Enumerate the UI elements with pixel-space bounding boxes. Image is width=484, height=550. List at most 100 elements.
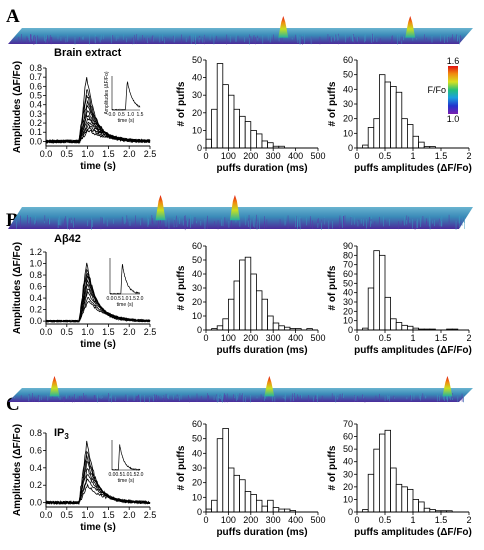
duration-bar [278,325,285,331]
duration-x-tick-label: 400 [288,151,303,161]
amplitude-y-tick-label: 60 [343,432,353,442]
colorbar-gradient [448,66,458,114]
amplitude-y-tick-label: 40 [343,288,353,298]
duration-bar [255,290,263,331]
duration-bar [250,493,257,513]
duration-x-axis-label: puffs duration (ms) [216,527,307,538]
amplitude-x-tick-label: 1.5 [435,151,448,161]
duration-x-tick-label: 200 [243,515,258,525]
amplitude-y-tick-label: 50 [343,278,353,288]
traces-x-tick-label: 1.0 [81,149,94,159]
inset-x-tick-label: 2.0 [137,472,144,478]
amplitude-x-tick-label: 1.5 [435,515,448,525]
surface-band [8,207,473,229]
trace-line [46,301,151,323]
trace-line [45,89,151,144]
amplitude-bar [390,318,397,331]
inset-x-tick-label: 0.0 [109,112,116,118]
colorbar-max-label: 1.6 [447,56,460,66]
duration-bar [227,94,235,149]
puff-surface-plot-C [8,376,473,403]
amplitude-y-tick-label: 30 [343,469,353,479]
amplitude-x-tick-label: 0.5 [379,333,392,343]
amplitude-bar [367,127,375,149]
traces-x-axis-label: time (s) [80,339,116,350]
duration-bar [216,438,224,513]
duration-y-axis-label: # of puffs [176,445,187,490]
duration-bar [227,467,235,513]
traces-y-tick-label: 0.2 [29,480,42,490]
amplitude-bar [412,135,419,149]
traces-x-tick-label: 0.5 [61,510,74,520]
amplitude-x-tick-label: 1.5 [435,333,448,343]
traces-y-tick-label: 0.6 [29,81,42,91]
amplitude-x-tick-label: 1 [410,151,415,161]
amplitude-bar [390,467,397,513]
duration-bar [272,322,280,331]
condition-label: IP3 [54,427,69,441]
amplitude-y-axis-label: # of puffs [327,265,338,310]
amplitude-bar [423,507,431,513]
amplitude-y-tick-label: 70 [343,260,353,270]
amplitude-y-tick-label: 10 [343,494,353,504]
condition-label: Brain extract [54,47,122,59]
duration-y-tick-label: 10 [192,311,202,321]
duration-bar [272,507,280,513]
traces-x-tick-label: 2.0 [123,510,136,520]
trace-line [45,110,151,144]
duration-y-tick-label: 20 [192,478,202,488]
duration-y-tick-label: 50 [192,55,202,65]
inset-x-axis-label: time (s) [118,118,135,124]
duration-bar [244,491,252,513]
amplitude-bar [395,322,403,331]
traces-y-tick-label: 0.4 [29,293,42,303]
traces-y-tick-label: 0.7 [29,72,42,82]
traces-x-tick-label: 0.0 [40,149,53,159]
traces-x-tick-label: 0.0 [40,327,53,337]
duration-y-tick-label: 20 [192,108,202,118]
traces-x-axis-label: time (s) [80,522,116,533]
duration-x-tick-label: 100 [221,333,236,343]
trace-line [45,478,151,505]
inset-x-tick-label: 1.5 [137,112,144,118]
traces-x-tick-label: 0.5 [61,327,74,337]
traces-y-tick-label: 0.8 [29,428,42,438]
amplitude-x-tick-label: 1 [410,333,415,343]
traces-y-tick-label: 0.4 [29,463,42,473]
amplitude-x-tick-label: 0.5 [379,515,392,525]
duration-bar [239,479,246,513]
amplitude-y-tick-label: 50 [343,70,353,80]
traces-x-tick-label: 2.5 [144,327,157,337]
duration-y-tick-label: 40 [192,73,202,83]
amplitude-y-axis-label: # of puffs [327,81,338,126]
duration-x-tick-label: 200 [243,333,258,343]
duration-bar [250,273,257,331]
duration-x-tick-label: 200 [243,151,258,161]
duration-x-tick-label: 300 [266,515,281,525]
trace-line [45,455,151,506]
amplitude-y-tick-label: 0 [348,507,353,517]
traces-y-tick-label: 0.8 [29,63,42,73]
surface-peak [442,376,453,397]
trace-line [45,114,151,144]
duration-x-tick-label: 500 [310,151,325,161]
inset-x-tick-label: 0.5 [118,112,125,118]
amplitude-x-tick-label: 2 [466,151,471,161]
traces-x-tick-label: 2.0 [123,149,136,159]
inset-x-tick-label: 1.5 [130,472,137,478]
duration-x-tick-label: 0 [203,515,208,525]
duration-histogram: 0 100 200 300 400 500 0 10 20 30 40 50 puffs duratio… [176,55,326,174]
duration-x-tick-label: 0 [203,151,208,161]
duration-y-tick-label: 50 [192,434,202,444]
duration-bar [244,256,252,331]
inset-y-axis-label: Amplitudes (ΔF/Fo) [104,71,110,114]
duration-x-tick-label: 500 [310,515,325,525]
amplitude-y-tick-label: 40 [343,84,353,94]
amplitude-y-tick-label: 50 [343,444,353,454]
traces-y-tick-label: 0.4 [29,100,42,110]
inset-x-tick-label: 1.0 [127,112,134,118]
inset-trace-line [111,444,141,471]
inset-x-tick-label: 0.0 [107,296,114,302]
